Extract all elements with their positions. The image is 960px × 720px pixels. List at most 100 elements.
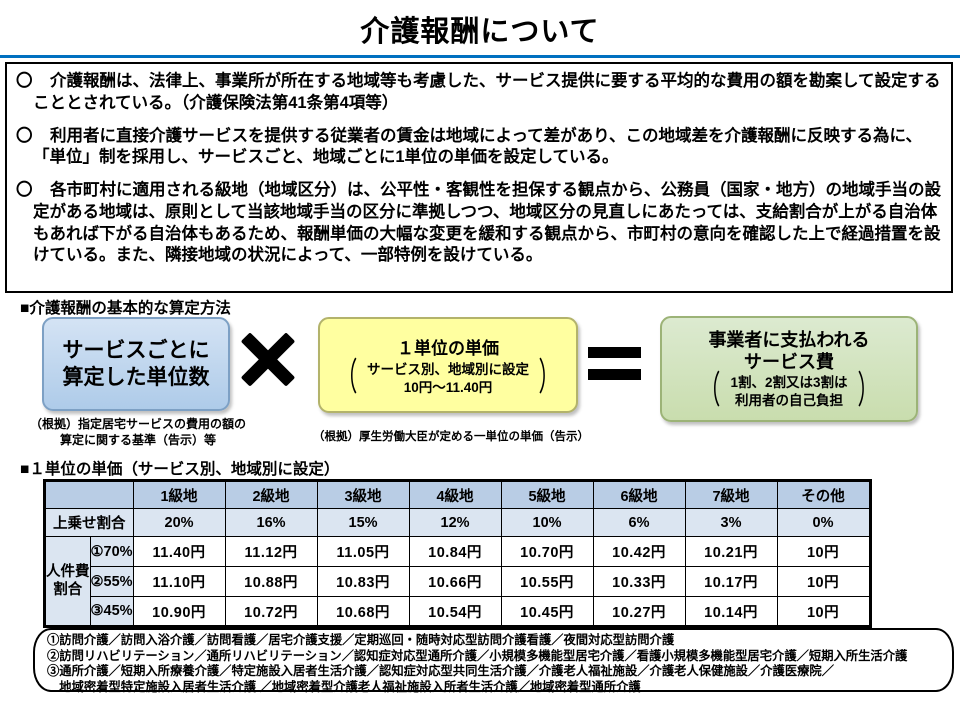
price-cell: 10円: [776, 536, 871, 567]
circle-bullet-icon: 〇: [16, 181, 33, 200]
unit-price-bracket-line2: 10円～11.40円: [403, 379, 493, 395]
service-fee-bracket-line1: 1割、2割又は3割は: [730, 374, 848, 390]
overview-box: 〇介護報酬は、法律上、事業所が所在する地域等も考慮した、サービス提供に要する平均…: [5, 62, 953, 293]
surcharge-cell: 6%: [592, 508, 686, 537]
unit-price-title: １単位の単価: [397, 338, 499, 358]
bracket-open-icon: （: [336, 357, 358, 400]
surcharge-cell: 15%: [316, 508, 410, 537]
row-label: ②55%: [89, 566, 134, 597]
table-section-heading: ■１単位の単価（サービス別、地域別に設定）: [20, 461, 340, 478]
price-cell: 10.83円: [316, 566, 410, 597]
personnel-cost-ratio-label: 人件費 割合: [44, 536, 91, 627]
price-cell: 10.88円: [224, 566, 318, 597]
row-label: ①70%: [89, 536, 134, 567]
price-cell: 10.45円: [500, 596, 594, 627]
price-cell: 11.10円: [132, 566, 226, 597]
service-fee-line1: 事業者に支払われる: [708, 329, 870, 350]
note-line-1: ①訪問介護／訪問入浴介護／訪問看護／居宅介護支援／定期巡回・随時対応型訪問介護看…: [47, 633, 675, 647]
personnel-cost-ratio-line2: 割合: [53, 582, 83, 598]
overview-bullet-1: 〇介護報酬は、法律上、事業所が所在する地域等も考慮した、サービス提供に要する平均…: [16, 71, 942, 115]
table-header-cell: 1級地: [132, 480, 226, 509]
table-header-empty-cell: [44, 480, 134, 509]
service-fee-bracket-line2: 利用者の自己負担: [735, 392, 843, 408]
price-cell: 10.72円: [224, 596, 318, 627]
overview-bullet-2-text: 利用者に直接介護サービスを提供する従業者の賃金は地域によって差があり、この地域差…: [33, 126, 923, 167]
price-cell: 10.14円: [684, 596, 778, 627]
table-header-cell: 4級地: [408, 480, 502, 509]
table-header-cell: 7級地: [684, 480, 778, 509]
price-cell: 11.05円: [316, 536, 410, 567]
service-fee-bracket: （ 1割、2割又は3割は 利用者の自己負担 ）: [691, 370, 886, 413]
surcharge-cell: 20%: [132, 508, 226, 537]
bracket-close-icon: ）: [857, 370, 878, 413]
price-cell: 10.21円: [684, 536, 778, 567]
price-cell: 10.70円: [500, 536, 594, 567]
unit-count-caption-line1: （根拠）指定居宅サービスの費用の額の: [29, 417, 246, 431]
unit-price-bracket: （ サービス別、地域別に設定 10円～11.40円 ）: [328, 357, 568, 400]
table-row: 人件費 割合 ①70% 11.40円 11.12円 11.05円 10.84円 …: [44, 536, 871, 627]
bracket-close-icon: ）: [538, 357, 560, 400]
personnel-cost-ratio-line1: 人件費: [46, 563, 90, 580]
price-cell: 10.33円: [592, 566, 686, 597]
equals-icon: [588, 347, 641, 380]
table-row: ③45% 10.90円 10.72円 10.68円 10.54円 10.45円 …: [45, 596, 871, 627]
surcharge-cell: 3%: [684, 508, 778, 537]
surcharge-cell: 10%: [500, 508, 594, 537]
price-cell: 10.17円: [684, 566, 778, 597]
table-header-cell: 3級地: [316, 480, 410, 509]
unit-price-table: 1級地 2級地 3級地 4級地 5級地 6級地 7級地 その他 上乗せ割合 20…: [43, 479, 872, 628]
surcharge-cell: 12%: [408, 508, 502, 537]
overview-bullet-3-text: 各市町村に適用される級地（地域区分）は、公平性・客観性を担保する観点から、公務員…: [33, 181, 941, 265]
unit-count-line1: サービスごとに: [62, 338, 210, 362]
bracket-open-icon: （: [700, 370, 721, 413]
price-cell: 10.55円: [500, 566, 594, 597]
table-header-row: 1級地 2級地 3級地 4級地 5級地 6級地 7級地 その他: [44, 480, 871, 509]
surcharge-cell: 16%: [224, 508, 318, 537]
surcharge-row: 上乗せ割合 20% 16% 15% 12% 10% 6% 3% 0%: [44, 508, 871, 537]
note-line-4: 地域密着型特定施設入居者生活介護 ／地域密着型介護老人福祉施設入所者生活介護／地…: [47, 679, 641, 694]
page-title: 介護報酬について: [360, 16, 600, 48]
unit-count-caption-line2: 算定に関する基準（告示）等: [59, 432, 216, 447]
overview-bullet-3: 〇各市町村に適用される級地（地域区分）は、公平性・客観性を担保する観点から、公務…: [16, 180, 942, 267]
service-fee-line2: サービス費: [744, 352, 834, 373]
circle-bullet-icon: 〇: [16, 72, 33, 90]
service-fee-box: 事業者に支払われる サービス費 （ 1割、2割又は3割は 利用者の自己負担 ）: [660, 316, 918, 422]
table-header-cell: 5級地: [500, 480, 594, 509]
service-notes-box: ①訪問介護／訪問入浴介護／訪問看護／居宅介護支援／定期巡回・随時対応型訪問介護看…: [33, 628, 954, 694]
multiply-icon: [239, 330, 297, 388]
price-cell: 10.90円: [132, 596, 226, 627]
formula-section-heading: ■介護報酬の基本的な算定方法: [20, 300, 231, 317]
overview-bullet-1-text: 介護報酬は、法律上、事業所が所在する地域等も考慮した、サービス提供に要する平均的…: [33, 72, 941, 112]
note-line-3: ③通所介護／短期入所療養介護／特定施設入居者生活介護／認知症対応型共同生活介護／…: [47, 664, 835, 679]
service-fee-bracket-lines: 1割、2割又は3割は 利用者の自己負担: [729, 374, 848, 409]
unit-price-caption: （根拠）厚生労働大臣が定める一単位の単価（告示）: [313, 431, 589, 443]
price-cell: 10.42円: [592, 536, 686, 567]
price-cell: 10.54円: [408, 596, 502, 627]
surcharge-label: 上乗せ割合: [44, 508, 134, 537]
price-cell: 10.68円: [316, 596, 410, 627]
note-line-2: ②訪問リハビリテーション／通所リハビリテーション／認知症対応型通所介護／小規模多…: [47, 648, 908, 663]
price-cell: 10.66円: [408, 566, 502, 597]
title-rule: [0, 55, 960, 58]
circle-bullet-icon: 〇: [16, 126, 33, 145]
price-cell: 10.27円: [592, 596, 686, 627]
table-header-cell: 6級地: [592, 480, 686, 509]
table-header-cell: その他: [776, 480, 871, 509]
overview-bullet-2: 〇利用者に直接介護サービスを提供する従業者の賃金は地域によって差があり、この地域…: [16, 126, 942, 170]
unit-price-box: １単位の単価 （ サービス別、地域別に設定 10円～11.40円 ）: [318, 317, 578, 413]
price-cell: 11.12円: [224, 536, 318, 567]
unit-count-line2: 算定した単位数: [62, 366, 210, 389]
table-row: ②55% 11.10円 10.88円 10.83円 10.66円 10.55円 …: [45, 566, 871, 597]
row-label: ③45%: [89, 596, 134, 627]
table-header-cell: 2級地: [224, 480, 318, 509]
unit-count-box: サービスごとに 算定した単位数: [42, 317, 230, 411]
unit-price-bracket-lines: サービス別、地域別に設定 10円～11.40円: [366, 361, 530, 396]
price-cell: 10円: [776, 596, 871, 627]
price-cell: 11.40円: [132, 536, 226, 567]
unit-price-bracket-line1: サービス別、地域別に設定: [367, 361, 529, 377]
unit-count-caption: （根拠）指定居宅サービスの費用の額の 算定に関する基準（告示）等: [14, 417, 262, 448]
price-cell: 10.84円: [408, 536, 502, 567]
surcharge-cell: 0%: [776, 508, 871, 537]
price-cell: 10円: [776, 566, 871, 597]
